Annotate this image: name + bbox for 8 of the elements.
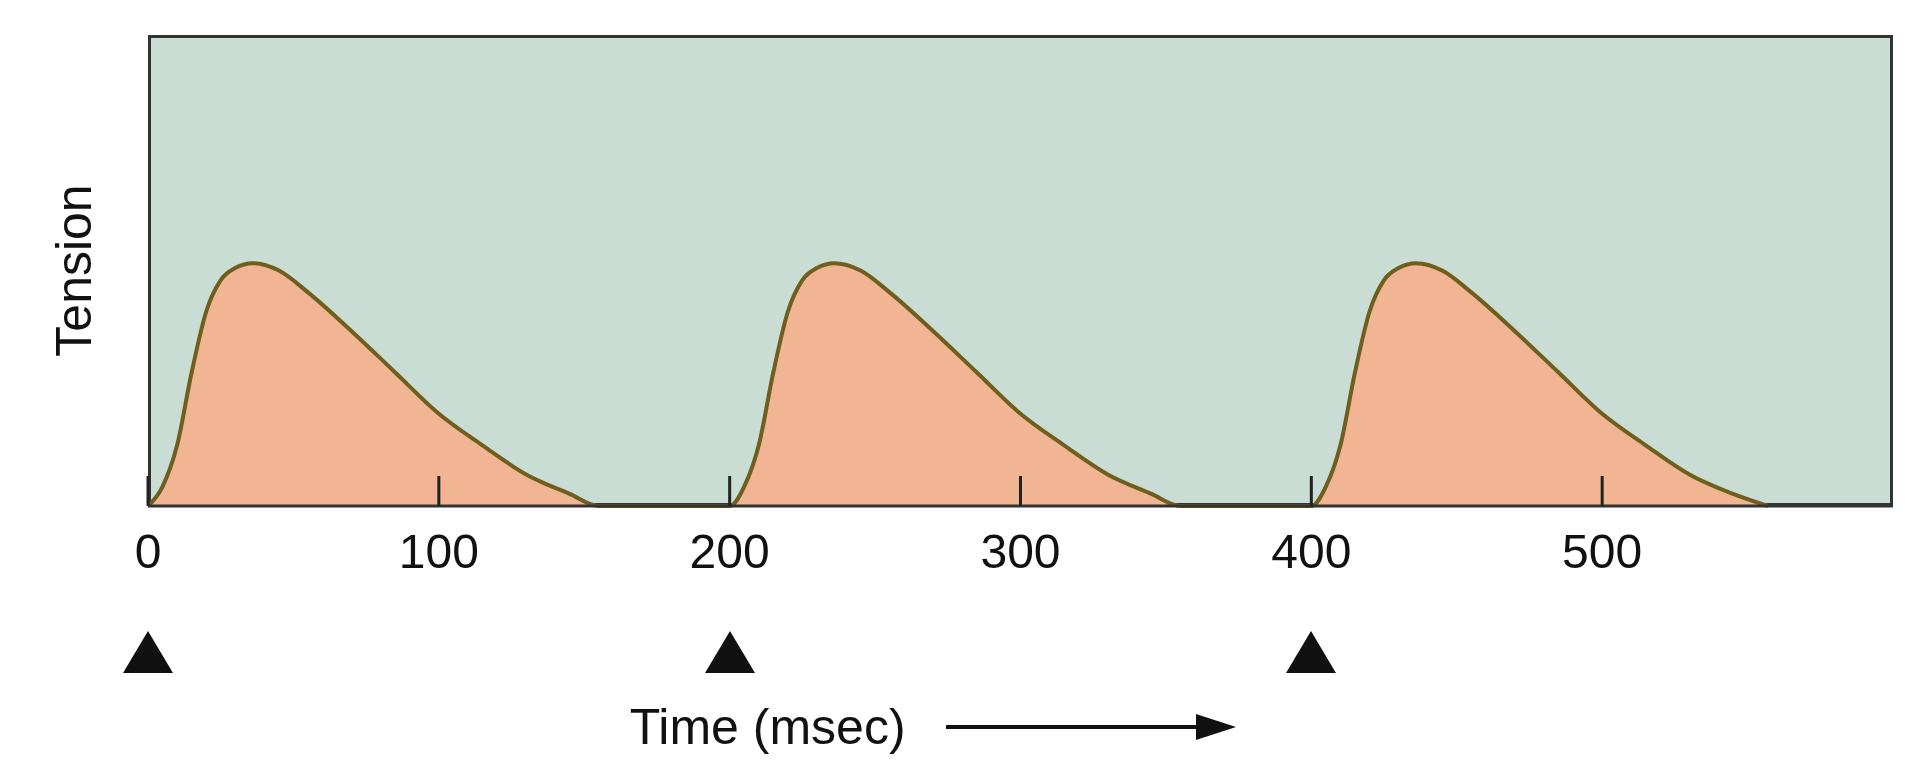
x-tick-label: 500 — [1562, 525, 1643, 578]
y-axis-title: Tension — [45, 184, 102, 357]
x-tick-label: 400 — [1271, 525, 1352, 578]
x-tick-label: 100 — [398, 525, 479, 578]
x-tick-label: 0 — [134, 525, 162, 578]
x-tick-label: 300 — [980, 525, 1061, 578]
x-axis-title: Time (msec) — [629, 698, 906, 756]
x-tick-label: 200 — [689, 525, 770, 578]
